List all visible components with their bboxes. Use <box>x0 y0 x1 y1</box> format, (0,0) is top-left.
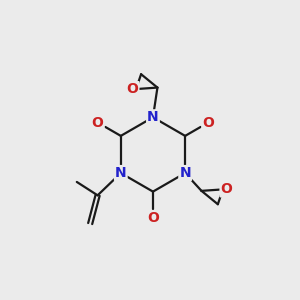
Text: N: N <box>147 110 159 124</box>
Text: N: N <box>179 166 191 180</box>
Text: O: O <box>127 82 138 96</box>
Text: N: N <box>115 166 127 180</box>
Text: O: O <box>220 182 232 197</box>
Text: O: O <box>147 212 159 225</box>
Text: O: O <box>92 116 103 130</box>
Text: O: O <box>202 116 214 130</box>
